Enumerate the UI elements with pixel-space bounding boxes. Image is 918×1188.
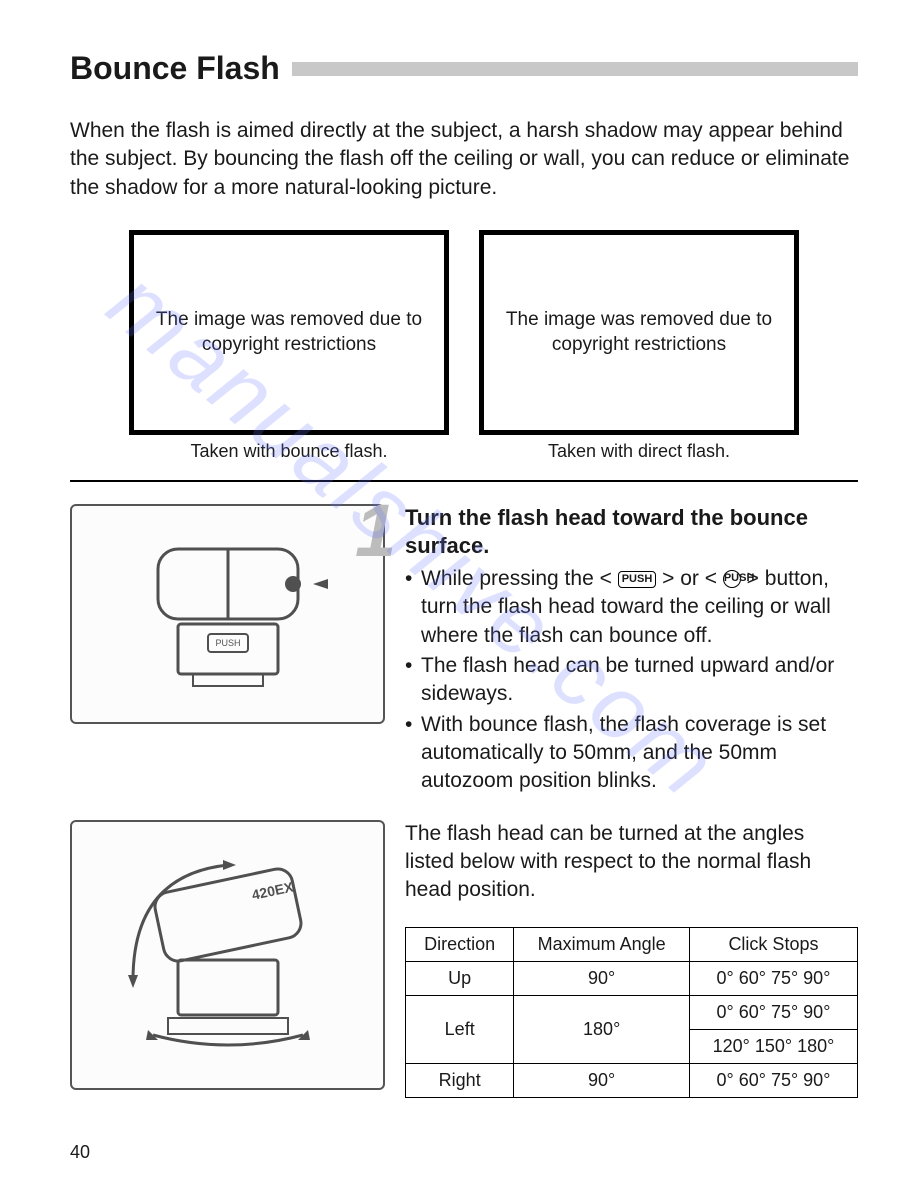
image-box-left: The image was removed due to copyright r… (129, 230, 449, 435)
step-number-1: 1 (355, 494, 396, 568)
cell-direction: Left (406, 995, 514, 1063)
cell-max-angle: 90° (514, 1063, 690, 1097)
cell-click-stops: 0° 60° 75° 90° (689, 961, 857, 995)
svg-text:PUSH: PUSH (215, 638, 240, 648)
image-box-right-text: The image was removed due to copyright r… (504, 308, 774, 357)
angle-table: Direction Maximum Angle Click Stops Up90… (405, 927, 858, 1098)
step-1-heading: Turn the flash head toward the bounce su… (405, 504, 858, 559)
svg-text:420EX: 420EX (250, 878, 295, 903)
image-caption-left: Taken with bounce flash. (190, 441, 387, 462)
push-button-icon: PUSH (618, 571, 657, 588)
angle-content: The flash head can be turned at the angl… (405, 820, 858, 1100)
image-box-right: The image was removed due to copyright r… (479, 230, 799, 435)
illustration-column-2: 420EX (70, 820, 385, 1100)
step-1-bullet-1: While pressing the < PUSH > or < PUSH > … (405, 565, 858, 650)
cell-max-angle: 90° (514, 961, 690, 995)
flash-head-illustration-1: PUSH (70, 504, 385, 724)
col-direction: Direction (406, 927, 514, 961)
angle-intro-text: The flash head can be turned at the angl… (405, 820, 858, 905)
title-bar (292, 62, 858, 76)
intro-paragraph: When the flash is aimed directly at the … (70, 117, 858, 202)
image-pair: The image was removed due to copyright r… (70, 230, 858, 462)
cell-click-stops: 0° 60° 75° 90° (689, 1063, 857, 1097)
bullet1-mid: > or < (662, 567, 717, 590)
step-1-section: PUSH 1 Turn the flash head toward the bo… (70, 504, 858, 798)
cell-max-angle: 180° (514, 995, 690, 1063)
image-wrap-right: The image was removed due to copyright r… (479, 230, 799, 462)
cell-direction: Up (406, 961, 514, 995)
bullet1-pre: While pressing the < (421, 567, 612, 590)
col-max-angle: Maximum Angle (514, 927, 690, 961)
table-row: Left180°0° 60° 75° 90° (406, 995, 858, 1029)
col-click-stops: Click Stops (689, 927, 857, 961)
table-body: Up90°0° 60° 75° 90°Left180°0° 60° 75° 90… (406, 961, 858, 1097)
page-number: 40 (70, 1142, 90, 1163)
cell-click-stops: 120° 150° 180° (689, 1029, 857, 1063)
push-button-small-icon: PUSH (723, 570, 741, 588)
angle-section: 420EX The flash head can be turned at th… (70, 820, 858, 1100)
step-1-bullet-3: With bounce flash, the flash coverage is… (405, 711, 858, 796)
image-wrap-left: The image was removed due to copyright r… (129, 230, 449, 462)
image-caption-right: Taken with direct flash. (548, 441, 730, 462)
step-1-content: 1 Turn the flash head toward the bounce … (405, 504, 858, 798)
cell-direction: Right (406, 1063, 514, 1097)
divider-line (70, 480, 858, 482)
table-header-row: Direction Maximum Angle Click Stops (406, 927, 858, 961)
cell-click-stops: 0° 60° 75° 90° (689, 995, 857, 1029)
page-title: Bounce Flash (70, 50, 280, 87)
illustration-column: PUSH (70, 504, 385, 798)
title-row: Bounce Flash (70, 50, 858, 87)
step-1-bullet-2: The flash head can be turned upward and/… (405, 652, 858, 709)
image-box-left-text: The image was removed due to copyright r… (154, 308, 424, 357)
table-row: Right90°0° 60° 75° 90° (406, 1063, 858, 1097)
flash-head-illustration-2: 420EX (70, 820, 385, 1090)
table-row: Up90°0° 60° 75° 90° (406, 961, 858, 995)
step-1-bullets: While pressing the < PUSH > or < PUSH > … (405, 565, 858, 796)
